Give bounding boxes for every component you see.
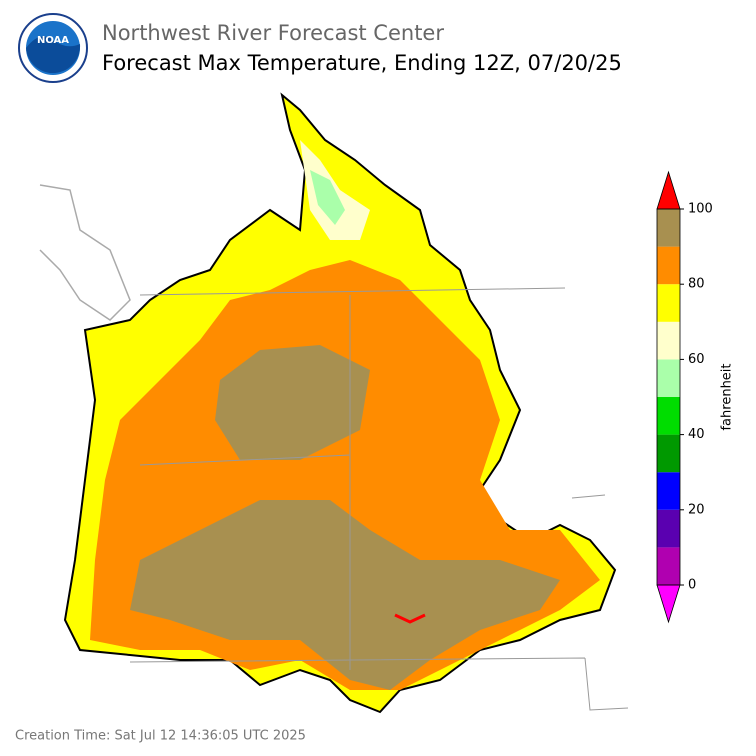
map-title: Forecast Max Temperature, Ending 12Z, 07…	[102, 51, 622, 75]
colorbar-bin	[657, 434, 680, 473]
colorbar-bin	[657, 472, 680, 510]
colorbar-frame	[656, 208, 681, 586]
colorbar-bin	[657, 359, 680, 397]
colorbar-bin	[657, 284, 680, 322]
colorbar-tick-label: 100	[688, 202, 713, 217]
colorbar-over	[656, 170, 681, 210]
colorbar: 0 20 40 60 80 100	[656, 170, 713, 624]
svg-text:NOAA: NOAA	[37, 35, 69, 46]
colorbar-tick-label: 80	[688, 277, 705, 292]
colorbar-bin	[657, 246, 680, 285]
colorbar-tick-label: 0	[688, 578, 696, 593]
colorbar-tick-label: 20	[688, 502, 705, 517]
map	[39, 92, 629, 714]
colorbar-tick-label: 60	[688, 352, 705, 367]
colorbar-bin	[657, 321, 680, 360]
creation-time: Creation Time: Sat Jul 12 14:36:05 UTC 2…	[15, 729, 306, 744]
org-name: Northwest River Forecast Center	[102, 21, 444, 45]
colorbar-bin	[657, 209, 680, 247]
colorbar-under	[656, 584, 681, 624]
colorbar-bin	[657, 397, 680, 435]
colorbar-label: fahrenheit	[720, 363, 735, 430]
noaa-logo: NOAA	[18, 13, 88, 83]
colorbar-bin	[657, 547, 680, 585]
colorbar-tick-label: 40	[688, 427, 705, 442]
colorbar-bin	[657, 509, 680, 548]
